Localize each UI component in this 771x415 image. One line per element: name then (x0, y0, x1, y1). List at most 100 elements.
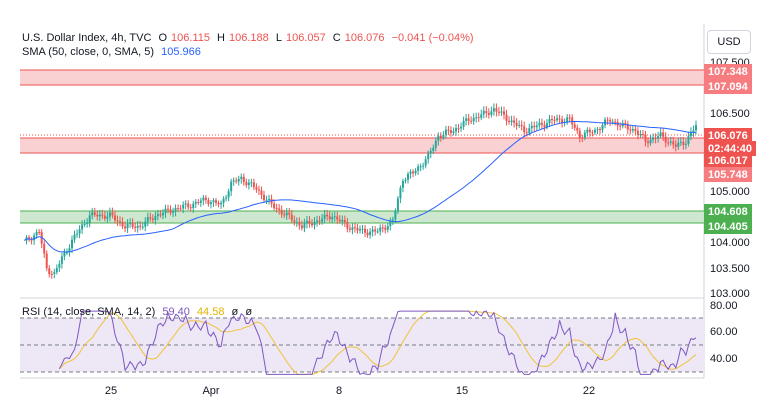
candle-body (250, 182, 253, 184)
candle-body (298, 222, 301, 226)
price-tag: 106.017 (704, 153, 752, 168)
candle-body (662, 132, 665, 137)
candle-body (204, 197, 207, 200)
currency-button[interactable]: USD (707, 30, 751, 54)
candle-body (470, 120, 473, 122)
candle-body (255, 187, 258, 190)
candle-body (164, 208, 167, 214)
candle-body (156, 214, 159, 217)
rsi-legend[interactable]: RSI (14, close, SMA, 14, 2) 59.40 44.58 … (22, 306, 256, 318)
candle-body (374, 229, 377, 232)
candle-body (174, 208, 177, 212)
candle-body (636, 130, 639, 135)
candle-body (634, 129, 637, 131)
candle-body (167, 208, 169, 210)
candle-body (424, 159, 427, 166)
candle-body (573, 124, 576, 128)
candle-body (323, 214, 326, 219)
candle-body (591, 132, 594, 134)
candle-body (455, 128, 457, 132)
candle-body (144, 221, 147, 227)
candle-body (38, 231, 41, 233)
candle-body (503, 111, 505, 115)
candle-body (136, 225, 139, 228)
candle-body (654, 137, 657, 139)
candle-body (500, 111, 503, 113)
candle-body (695, 125, 697, 131)
candle-body (556, 118, 559, 121)
candle-body (457, 128, 460, 130)
candle-body (578, 130, 581, 138)
candle-body (65, 252, 68, 254)
candle-body (225, 197, 228, 199)
candle-body (179, 208, 182, 210)
candle-body (217, 202, 220, 205)
candle-body (649, 139, 652, 144)
candle-body (265, 199, 268, 201)
candle-body (639, 133, 642, 135)
candle-body (280, 209, 283, 215)
candle-body (68, 248, 71, 253)
candle-body (318, 220, 321, 222)
candle-body (434, 140, 437, 148)
candle-body (321, 218, 324, 222)
symbol-title[interactable]: U.S. Dollar Index, 4h, TVC (22, 32, 152, 44)
candle-body (492, 108, 495, 112)
candle-body (407, 173, 409, 180)
candle-body (73, 234, 76, 240)
candle-body (530, 125, 533, 129)
candle-body (535, 125, 538, 128)
price-tag: 107.094 (704, 79, 752, 94)
candle-body (586, 129, 589, 133)
symbol-legend: U.S. Dollar Index, 4h, TVC O 106.115 H 106… (22, 32, 482, 44)
candle-body (169, 209, 172, 213)
candle-body (83, 224, 86, 226)
candle-body (520, 125, 523, 127)
candle-body (101, 214, 104, 216)
candle-body (235, 180, 238, 182)
candle-body (58, 263, 61, 268)
candle-body (45, 253, 48, 269)
candle-body (667, 142, 670, 144)
resistance-zone-lower (20, 138, 704, 153)
sma-legend[interactable]: SMA (50, close, 0, SMA, 5) 105.966 (22, 46, 205, 58)
candle-body (313, 221, 316, 226)
open-value: 106.115 (171, 32, 210, 44)
candle-body (348, 228, 351, 230)
candle-body (647, 141, 649, 144)
candle-body (336, 216, 339, 220)
candle-body (669, 141, 672, 143)
candle-body (394, 210, 397, 220)
candle-body (442, 134, 445, 138)
candle-body (245, 182, 248, 186)
candle-body (545, 123, 548, 128)
candle-body (126, 223, 129, 229)
candle-body (692, 130, 695, 133)
candle-body (401, 180, 404, 188)
candle-body (96, 214, 99, 217)
candle-body (583, 132, 586, 138)
candle-body (328, 216, 331, 220)
rsi-tick-label: 80.00 (710, 300, 738, 312)
candle-body (672, 141, 675, 145)
candle-body (197, 201, 200, 203)
candle-body (293, 220, 296, 223)
candle-body (677, 142, 680, 147)
rsi-empty-1: ø (231, 306, 239, 318)
candle-body (497, 111, 500, 113)
candle-body (659, 132, 662, 137)
candle-body (465, 118, 468, 121)
candle-body (35, 231, 38, 236)
candle-body (475, 117, 478, 119)
candle-body (28, 237, 31, 240)
candle-body (513, 120, 516, 123)
candle-body (220, 202, 223, 205)
candle-body (472, 117, 475, 122)
candle-body (242, 176, 245, 183)
candle-body (199, 200, 202, 203)
candle-body (71, 239, 73, 249)
candle-body (113, 215, 116, 221)
candle-body (129, 222, 132, 224)
